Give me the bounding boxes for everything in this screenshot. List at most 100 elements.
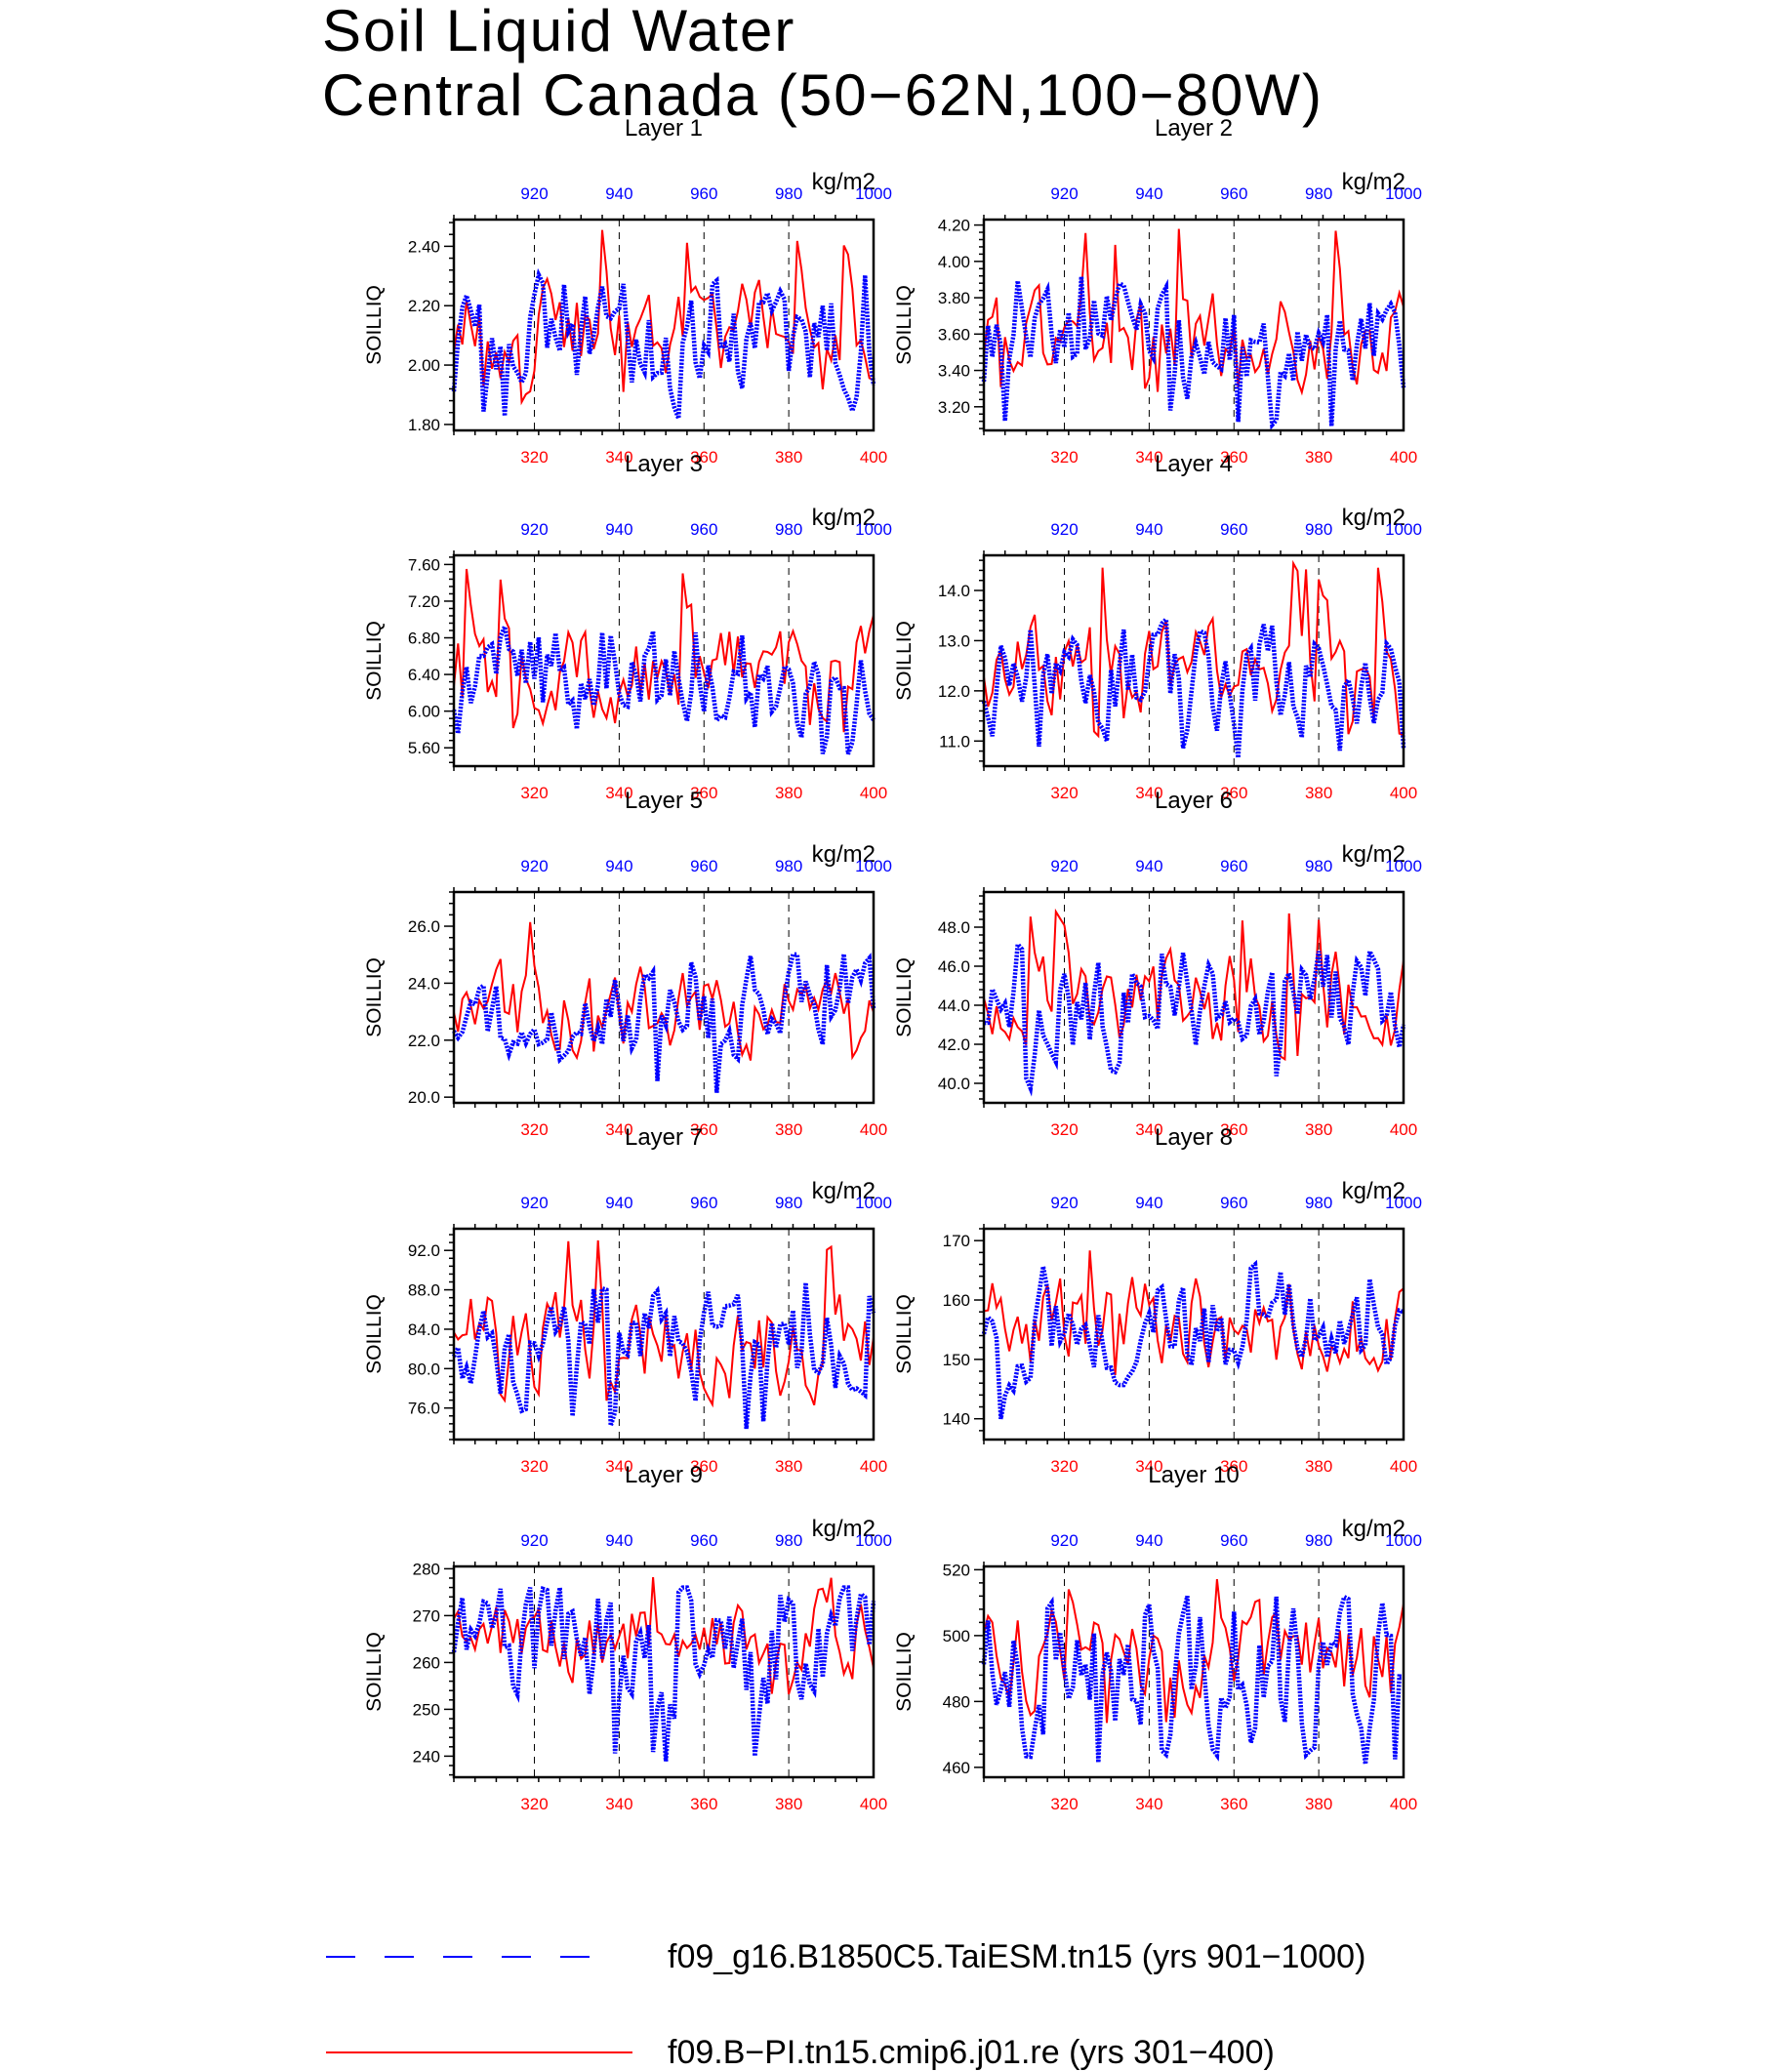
y-tick-label: 7.60 (408, 555, 440, 574)
panel-10: Layer 10 kg/m2 320 340 360 380 400 920 940 960 980… (893, 1462, 1422, 1813)
y-tick-label: 88.0 (408, 1281, 440, 1300)
y-axis-label: SOILLIQ (363, 285, 386, 365)
y-axis-label: SOILLIQ (893, 285, 916, 365)
x-bottom-tick-label: 360 (1220, 784, 1247, 802)
x-bottom-tick-label: 320 (1050, 1457, 1078, 1476)
legend-label-series-a: f09_g16.B1850C5.TaiESM.tn15 (yrs 901−100… (668, 1938, 1365, 1975)
y-tick-label: 22.0 (408, 1032, 440, 1050)
x-top-tick-label: 980 (775, 184, 802, 203)
x-bottom-tick-label: 320 (520, 1457, 548, 1476)
x-bottom-tick-label: 320 (520, 1120, 548, 1139)
panel-units: kg/m2 (812, 1516, 876, 1542)
panel-2: Layer 2 kg/m2 320 340 360 380 400 920 940 960 980 1… (893, 115, 1422, 467)
x-top-tick-label: 1000 (1385, 857, 1422, 875)
y-tick-label: 14.0 (938, 582, 970, 600)
x-bottom-tick-label: 380 (1305, 1795, 1332, 1813)
x-bottom-tick-label: 400 (1390, 1795, 1417, 1813)
y-tick-label: 280 (413, 1560, 440, 1578)
series-line-blue (981, 1594, 1405, 1765)
y-axis-label: SOILLIQ (893, 1294, 916, 1374)
y-tick-label: 6.80 (408, 629, 440, 648)
y-axis-label: SOILLIQ (893, 957, 916, 1037)
panel-title: Layer 8 (1155, 1124, 1233, 1151)
panel-9: Layer 9 kg/m2 320 340 360 380 400 920 940 960 980 1… (363, 1462, 892, 1813)
x-top-tick-label: 940 (605, 1531, 632, 1550)
y-tick-label: 3.20 (938, 398, 970, 417)
x-bottom-tick-label: 380 (775, 784, 802, 802)
x-top-tick-label: 960 (690, 1531, 717, 1550)
x-top-tick-label: 980 (1305, 184, 1332, 203)
x-bottom-tick-label: 360 (690, 1795, 717, 1813)
series-line-red (453, 921, 875, 1061)
y-tick-label: 2.40 (408, 237, 440, 256)
y-tick-label: 40.0 (938, 1075, 970, 1093)
x-bottom-tick-label: 340 (605, 1457, 632, 1476)
series-line-red (453, 229, 875, 406)
x-bottom-tick-label: 320 (520, 448, 548, 467)
y-tick-label: 4.20 (938, 217, 970, 235)
x-top-tick-label: 980 (1305, 1194, 1332, 1212)
panel-3: Layer 3 kg/m2 320 340 360 380 400 920 940 960 980 1… (363, 451, 892, 802)
y-tick-label: 11.0 (939, 732, 970, 751)
plot-frame (452, 218, 876, 432)
panel-units: kg/m2 (812, 1178, 876, 1204)
y-tick-label: 46.0 (938, 957, 970, 976)
x-bottom-tick-label: 360 (1220, 448, 1247, 467)
series-line-blue (452, 952, 876, 1093)
x-top-tick-label: 940 (605, 1194, 632, 1212)
y-tick-label: 42.0 (938, 1036, 970, 1054)
x-top-tick-label: 920 (520, 184, 548, 203)
panel-title: Layer 9 (625, 1462, 703, 1488)
y-tick-label: 170 (943, 1232, 970, 1250)
y-tick-label: 24.0 (408, 974, 440, 993)
series-line-blue (451, 1282, 876, 1430)
x-bottom-tick-label: 400 (1390, 1120, 1417, 1139)
y-axis-label: SOILLIQ (893, 1632, 916, 1712)
y-tick-label: 44.0 (938, 996, 970, 1015)
panel-1: Layer 1 kg/m2 320 340 360 380 400 920 940 960 980 1… (363, 115, 892, 467)
y-tick-label: 270 (413, 1606, 440, 1625)
x-bottom-tick-label: 400 (860, 448, 887, 467)
x-top-tick-label: 1000 (1385, 184, 1422, 203)
x-bottom-tick-label: 380 (775, 1795, 802, 1813)
panel-units: kg/m2 (1342, 1516, 1405, 1542)
figure-title-line1: Soil Liquid Water (322, 0, 795, 63)
x-top-tick-label: 980 (775, 1194, 802, 1212)
panel-title: Layer 1 (625, 115, 703, 142)
series-line-blue (451, 619, 876, 755)
y-axis-label: SOILLIQ (363, 1632, 386, 1712)
x-top-tick-label: 1000 (1385, 1531, 1422, 1550)
y-tick-label: 13.0 (938, 631, 970, 650)
x-top-tick-label: 1000 (1385, 520, 1422, 539)
y-tick-label: 500 (943, 1627, 970, 1645)
x-bottom-tick-label: 320 (1050, 784, 1078, 802)
panel-units: kg/m2 (1342, 169, 1405, 195)
y-axis-label: SOILLIQ (893, 621, 916, 701)
x-bottom-tick-label: 340 (605, 784, 632, 802)
series-line-red (983, 228, 1405, 396)
x-bottom-tick-label: 400 (860, 1795, 887, 1813)
panel-8: Layer 8 kg/m2 320 340 360 380 400 920 940 960 980 1… (893, 1124, 1422, 1476)
panel-title: Layer 6 (1155, 788, 1233, 814)
x-bottom-tick-label: 360 (1220, 1795, 1247, 1813)
x-top-tick-label: 920 (520, 520, 548, 539)
x-top-tick-label: 980 (775, 520, 802, 539)
x-bottom-tick-label: 320 (520, 784, 548, 802)
x-top-tick-label: 1000 (855, 857, 892, 875)
x-top-tick-label: 960 (690, 520, 717, 539)
x-bottom-tick-label: 340 (1135, 1795, 1162, 1813)
x-top-tick-label: 960 (1220, 1194, 1247, 1212)
x-top-tick-label: 920 (1050, 1531, 1078, 1550)
y-tick-label: 12.0 (938, 682, 970, 701)
x-top-tick-label: 1000 (1385, 1194, 1422, 1212)
y-tick-label: 6.40 (408, 666, 440, 684)
x-top-tick-label: 920 (1050, 857, 1078, 875)
y-tick-label: 20.0 (408, 1088, 440, 1107)
x-bottom-tick-label: 340 (1135, 1457, 1162, 1476)
y-tick-label: 140 (943, 1410, 970, 1429)
x-top-tick-label: 960 (690, 184, 717, 203)
x-top-tick-label: 980 (1305, 857, 1332, 875)
x-top-tick-label: 940 (605, 184, 632, 203)
figure-title-line2: Central Canada (50−62N,100−80W) (322, 62, 1324, 128)
